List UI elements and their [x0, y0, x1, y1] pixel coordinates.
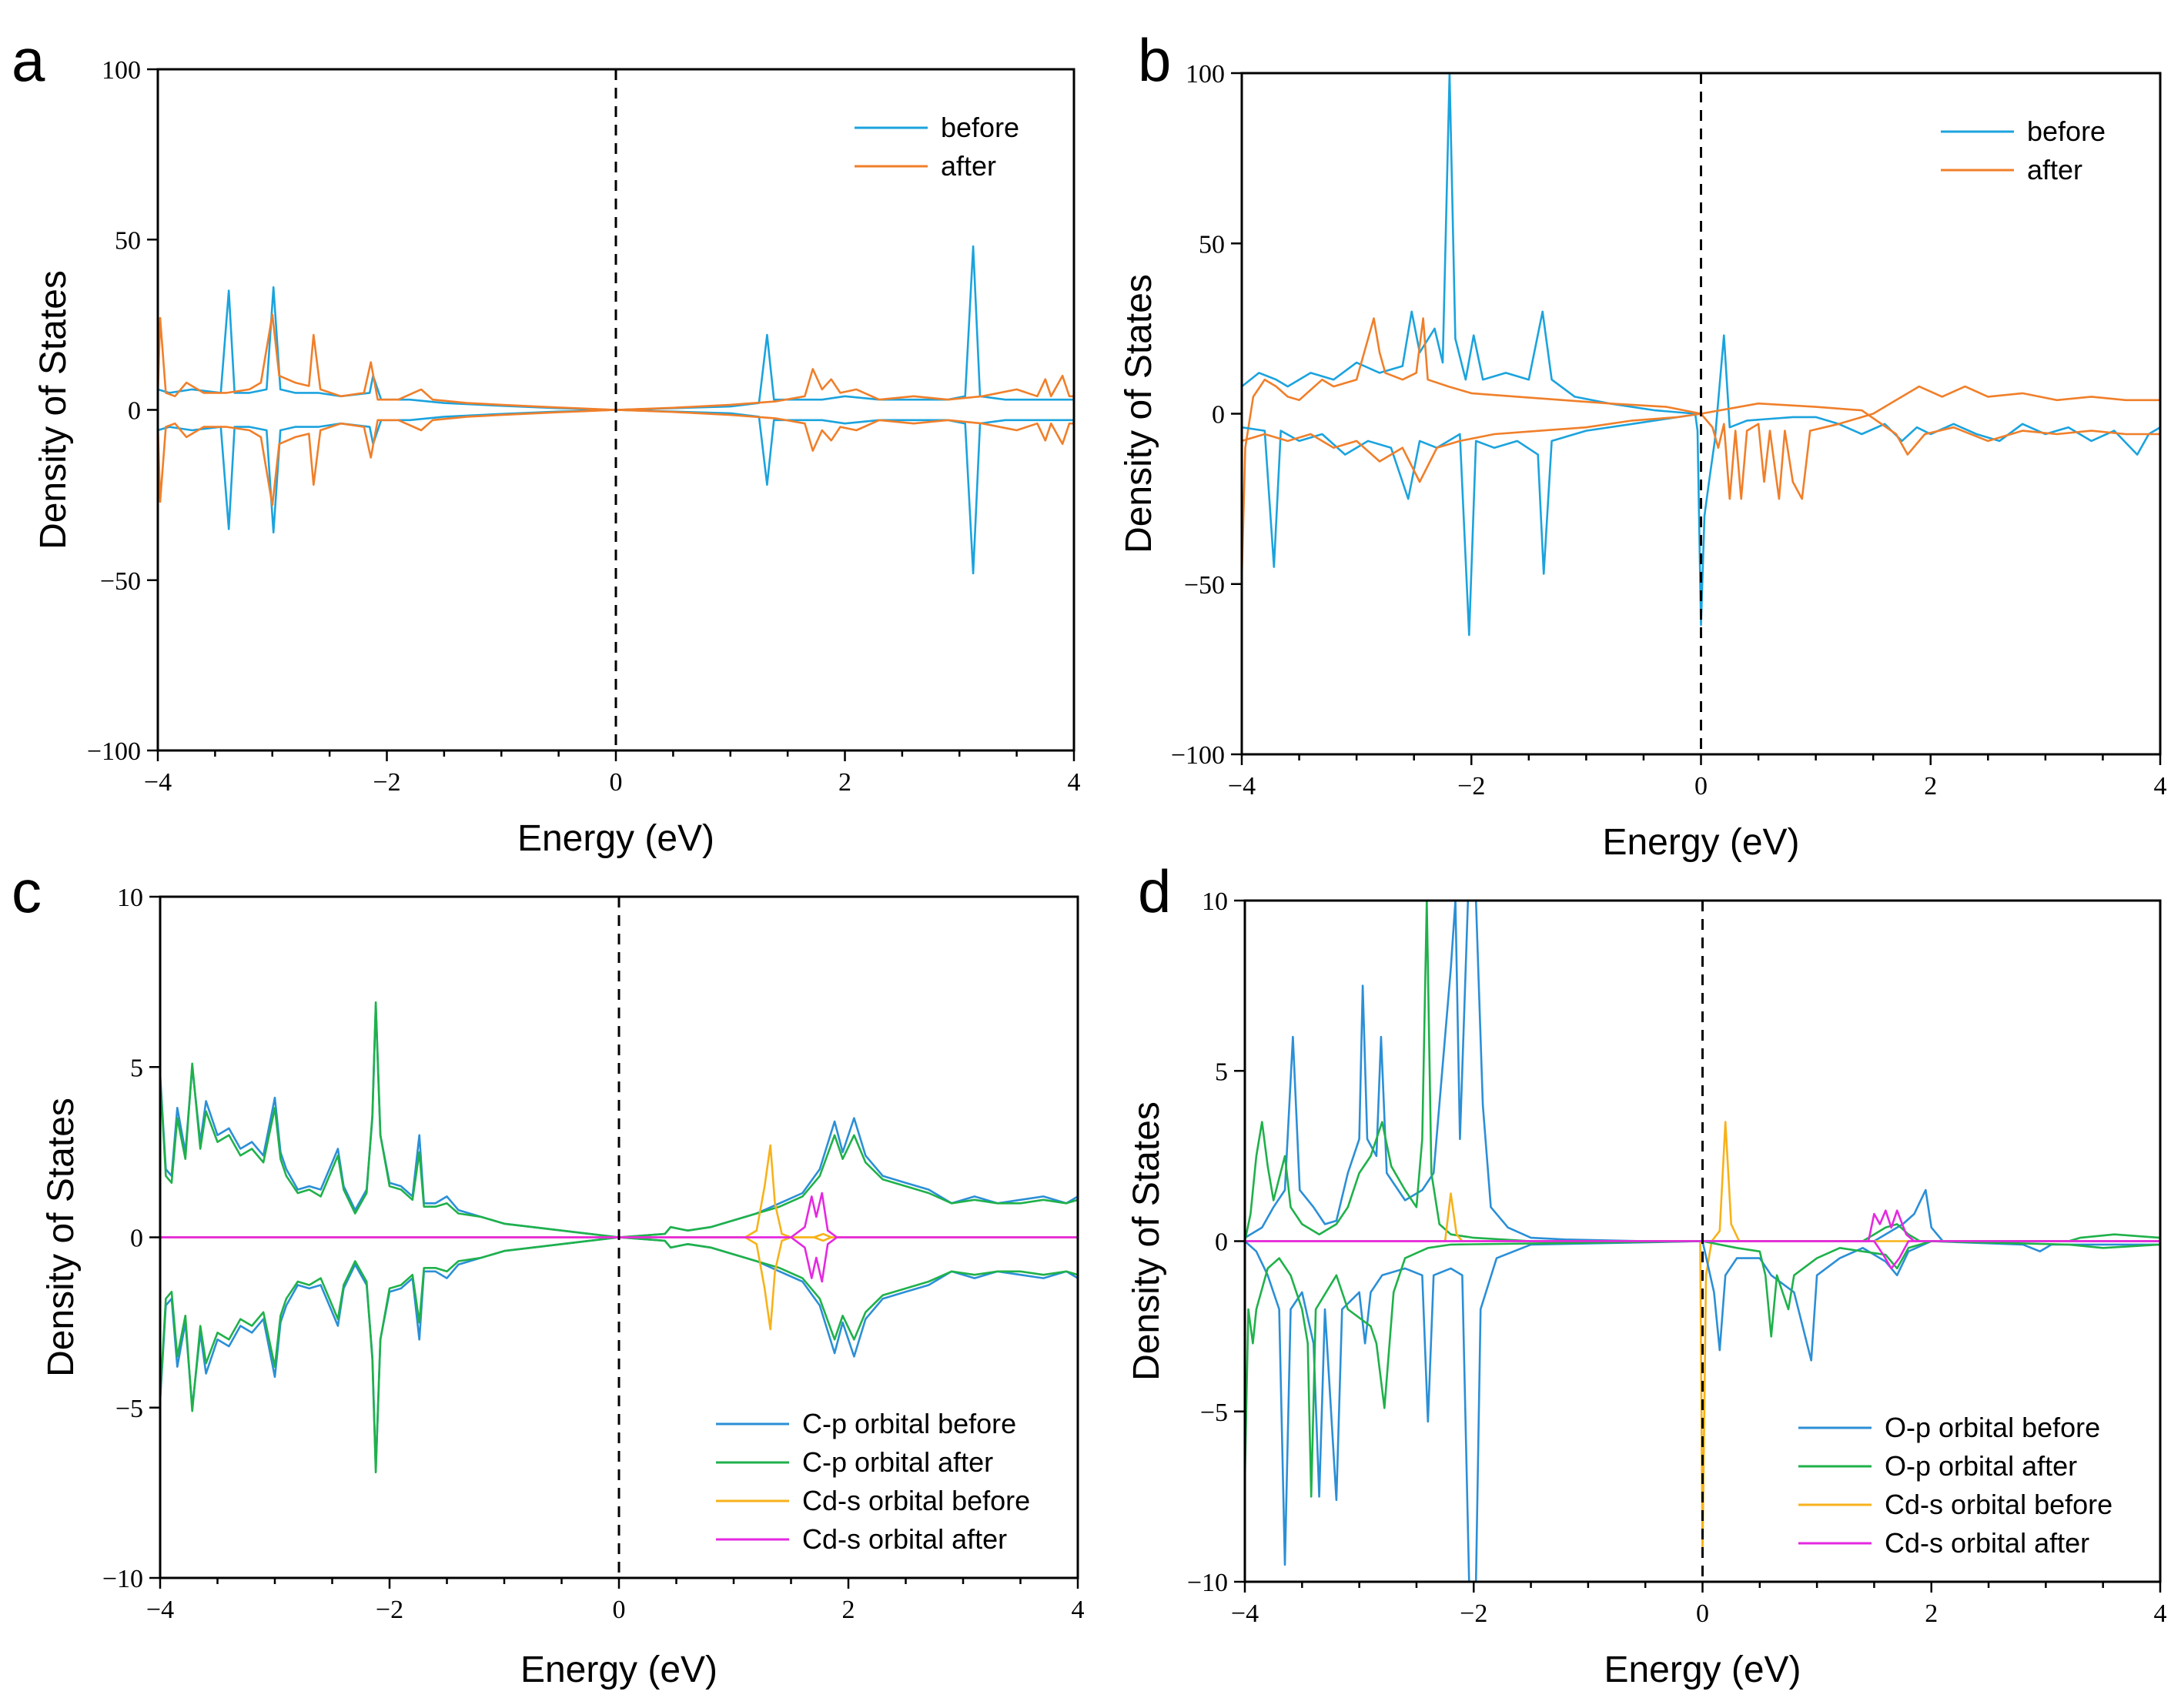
y-tick-label: −10: [102, 1565, 143, 1593]
y-tick-label: −10: [1187, 1569, 1228, 1597]
x-tick-label: 4: [1068, 768, 1081, 797]
y-tick-label: 10: [1202, 887, 1228, 916]
x-tick-label: 0: [1694, 772, 1708, 801]
series-line-after-lower: [1242, 402, 2160, 483]
x-tick-label: −4: [1228, 772, 1256, 801]
y-tick-label: −100: [87, 737, 141, 766]
x-tick-label: 2: [1924, 772, 1937, 801]
plot-area: [1245, 901, 2160, 1582]
series-line-o-p-orbital-before: [1245, 901, 2160, 1242]
y-tick-label: −5: [115, 1395, 143, 1423]
x-tick-label: 0: [610, 768, 623, 797]
legend: before after: [1941, 115, 2106, 186]
x-tick-label: 0: [1696, 1599, 1709, 1628]
panel-c: −4 −2 0 2 4 −10 −5 0 5 10 Energy (eV) Density of St…: [12, 857, 1085, 1690]
legend-label-before: before: [2027, 115, 2106, 147]
series-line-after: [1242, 317, 2160, 577]
series-line-o-p-orbital-after: [1245, 901, 2160, 1242]
y-tick-label: 10: [117, 884, 143, 912]
y-axis-title: Density of States: [1126, 1101, 1167, 1381]
legend-label-after: after: [2027, 154, 2082, 186]
legend: C-p orbital before C-p orbital after Cd-s …: [716, 1408, 1030, 1555]
legend: O-p orbital before O-p orbital after Cd-s …: [1798, 1412, 2112, 1559]
x-tick-label: 2: [842, 1596, 855, 1624]
y-tick-label: 0: [1212, 401, 1225, 430]
series-line-before-spin-down: [158, 409, 1074, 575]
series-line-cd-s-orbital-after: [160, 1192, 1078, 1238]
x-tick-label: 2: [1925, 1599, 1938, 1628]
panel-d: −4 −2 0 2 4 −10 −5 0 5 10 Energy (eV) Density of St…: [1126, 857, 2167, 1690]
x-tick-label: −4: [1231, 1599, 1259, 1628]
legend-label-before: before: [941, 112, 1019, 143]
x-tick-label: −2: [373, 768, 400, 797]
panel-a: −4 −2 0 2 4 −100 −50 0 50 100 Energy (eV) Density o…: [12, 26, 1081, 859]
legend-label-o-p-orbital-before: O-p orbital before: [1885, 1412, 2100, 1443]
legend-label-c-p-orbital-before: C-p orbital before: [802, 1408, 1016, 1439]
y-axis-title: Density of States: [41, 1098, 82, 1377]
x-tick-label: −2: [1460, 1599, 1487, 1628]
y-tick-label: 5: [1215, 1058, 1228, 1086]
legend-label-cd-s-orbital-before: Cd-s orbital before: [802, 1485, 1030, 1516]
x-tick-label: −4: [146, 1596, 174, 1624]
x-tick-label: −4: [144, 768, 172, 797]
y-tick-label: 0: [130, 1225, 143, 1253]
panel-b: −4 −2 0 2 4 −100 −50 0 50 100 Energy (eV) Density o…: [1119, 26, 2167, 863]
y-tick-label: 50: [1199, 230, 1225, 259]
y-tick-label: 100: [1186, 60, 1225, 89]
legend-label-c-p-orbital-after: C-p orbital after: [802, 1446, 993, 1478]
plot-area: [1242, 73, 2160, 637]
series-line-after: [158, 313, 1074, 411]
x-tick-label: 4: [1072, 1596, 1085, 1624]
y-tick-label: 100: [102, 56, 141, 85]
y-tick-label: 0: [128, 397, 141, 426]
legend-label-cd-s-orbital-after: Cd-s orbital after: [802, 1523, 1007, 1555]
series-line-c-p-orbital-after-spin-down: [160, 1236, 1078, 1474]
x-tick-label: 2: [838, 768, 851, 797]
y-tick-label: −5: [1200, 1399, 1228, 1427]
series-line-cd-s-orbital-before-spin-down: [160, 1236, 1078, 1331]
y-axis-title: Density of States: [1119, 274, 1159, 553]
series-line-c-p-orbital-after: [160, 1001, 1078, 1238]
series-line-cd-s-orbital-before: [1245, 1121, 2160, 1556]
panel-letter: d: [1138, 857, 1171, 925]
series-line-o-p-after-lower: [1245, 1240, 2160, 1498]
legend: before after: [855, 112, 1019, 182]
series-line-after-spin-down: [158, 409, 1074, 506]
y-tick-label: 50: [115, 226, 141, 255]
legend-label-after: after: [941, 150, 996, 182]
x-tick-label: 4: [2154, 1599, 2167, 1628]
series-line-before: [1242, 73, 2160, 627]
legend-label-cd-s-orbital-after: Cd-s orbital after: [1885, 1527, 2089, 1559]
panel-letter: b: [1138, 26, 1171, 94]
y-tick-label: −50: [100, 567, 141, 596]
plot-area: [158, 245, 1074, 575]
series-line-cd-s-orbital-before: [160, 1144, 1078, 1238]
y-tick-label: −100: [1171, 741, 1225, 770]
x-tick-label: −2: [376, 1596, 403, 1624]
x-axis-title: Energy (eV): [1602, 822, 1799, 863]
y-axis-title: Density of States: [33, 270, 74, 550]
x-axis-title: Energy (eV): [1604, 1650, 1801, 1690]
y-tick-label: 5: [130, 1054, 143, 1082]
legend-label-o-p-orbital-after: O-p orbital after: [1885, 1450, 2077, 1482]
y-tick-label: −50: [1184, 571, 1225, 600]
panel-letter: c: [12, 857, 42, 925]
series-line-cd-s-orbital-after-spin-down: [160, 1236, 1078, 1283]
x-axis-title: Energy (eV): [520, 1650, 718, 1690]
x-tick-label: 4: [2154, 772, 2167, 801]
series-line-cd-s-after-lower: [1245, 1240, 2160, 1270]
x-tick-label: 0: [613, 1596, 626, 1624]
series-line-cd-s-orbital-after: [1245, 1209, 2160, 1242]
x-axis-title: Energy (eV): [517, 818, 714, 859]
x-tick-label: −2: [1457, 772, 1485, 801]
y-tick-label: 0: [1215, 1228, 1228, 1257]
panel-letter: a: [12, 26, 45, 94]
legend-label-cd-s-orbital-before: Cd-s orbital before: [1885, 1489, 2112, 1520]
plot-area: [160, 1001, 1078, 1474]
series-line-before-lower: [1242, 413, 1701, 637]
